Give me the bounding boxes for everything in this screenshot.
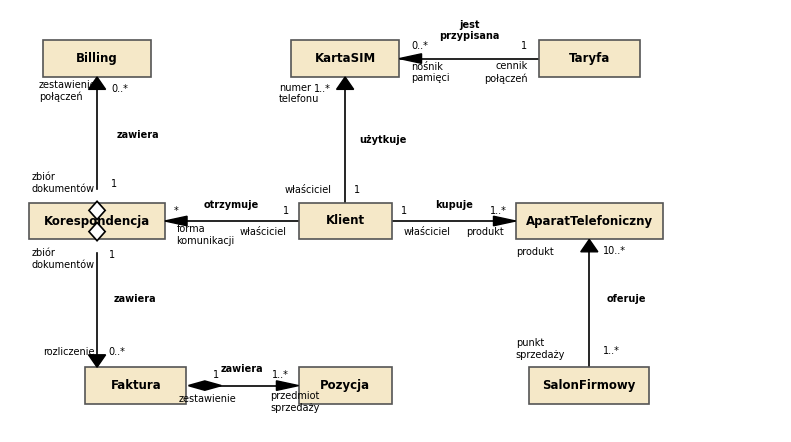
Text: 0..*: 0..* xyxy=(111,84,128,94)
Text: 1..*: 1..* xyxy=(272,370,290,380)
Text: 1: 1 xyxy=(283,206,290,216)
Text: 1: 1 xyxy=(111,179,117,189)
FancyBboxPatch shape xyxy=(43,40,151,77)
Text: zawiera: zawiera xyxy=(221,364,263,374)
Text: zbiór
dokumentów: zbiór dokumentów xyxy=(31,248,94,270)
Text: 10..*: 10..* xyxy=(604,246,626,256)
Polygon shape xyxy=(165,216,187,226)
Polygon shape xyxy=(399,54,422,63)
Polygon shape xyxy=(89,355,106,367)
Polygon shape xyxy=(494,216,516,226)
Polygon shape xyxy=(581,240,598,252)
Polygon shape xyxy=(89,201,105,220)
Text: produkt: produkt xyxy=(516,248,554,257)
FancyBboxPatch shape xyxy=(516,202,663,240)
Text: właściciel: właściciel xyxy=(284,186,331,195)
Text: AparatTelefoniczny: AparatTelefoniczny xyxy=(526,214,653,228)
Text: 1: 1 xyxy=(108,250,115,259)
Text: właściciel: właściciel xyxy=(240,227,287,237)
Text: SalonFirmowy: SalonFirmowy xyxy=(543,379,636,392)
Text: Klient: Klient xyxy=(326,214,365,228)
Polygon shape xyxy=(336,77,354,89)
Text: użytkuje: użytkuje xyxy=(359,135,407,145)
Text: przedmiot
sprzedaży: przedmiot sprzedaży xyxy=(270,391,320,413)
Text: Billing: Billing xyxy=(76,52,118,65)
FancyBboxPatch shape xyxy=(29,202,165,240)
FancyBboxPatch shape xyxy=(291,40,399,77)
Text: 1: 1 xyxy=(401,206,407,216)
Text: punkt
sprzedaży: punkt sprzedaży xyxy=(516,338,565,360)
Text: *: * xyxy=(174,206,179,216)
Text: właściciel: właściciel xyxy=(403,227,450,237)
Text: 0..*: 0..* xyxy=(411,41,428,50)
Text: 0..*: 0..* xyxy=(108,347,126,358)
FancyBboxPatch shape xyxy=(299,367,392,404)
FancyBboxPatch shape xyxy=(539,40,640,77)
FancyBboxPatch shape xyxy=(529,367,649,404)
Text: Taryfa: Taryfa xyxy=(569,52,610,65)
Text: rozliczenie: rozliczenie xyxy=(43,347,94,358)
FancyBboxPatch shape xyxy=(299,202,392,240)
Text: zawiera: zawiera xyxy=(116,130,159,141)
Text: numer
telefonu: numer telefonu xyxy=(279,83,320,104)
Text: 1..*: 1..* xyxy=(314,84,331,94)
Text: 1: 1 xyxy=(214,370,219,380)
Text: zestawienie
połączeń: zestawienie połączeń xyxy=(39,80,97,102)
Text: nośnik
pamięci: nośnik pamięci xyxy=(411,61,449,83)
Text: produkt: produkt xyxy=(466,227,504,237)
Text: 1: 1 xyxy=(354,186,361,195)
Text: 1..*: 1..* xyxy=(604,346,620,356)
Text: zawiera: zawiera xyxy=(114,294,157,304)
Text: Pozycja: Pozycja xyxy=(320,379,370,392)
Text: zbiór
dokumentów: zbiór dokumentów xyxy=(31,172,94,194)
Text: zestawienie: zestawienie xyxy=(179,394,237,404)
Text: cennik
połączeń: cennik połączeń xyxy=(483,61,528,84)
Polygon shape xyxy=(89,77,106,89)
Polygon shape xyxy=(89,222,105,241)
Text: Faktura: Faktura xyxy=(111,379,161,392)
Polygon shape xyxy=(188,381,221,390)
Text: forma
komunikacji: forma komunikacji xyxy=(176,224,235,246)
Text: Korespondencja: Korespondencja xyxy=(44,214,150,228)
Text: otrzymuje: otrzymuje xyxy=(204,199,259,210)
Text: jest
przypisana: jest przypisana xyxy=(439,19,499,41)
Polygon shape xyxy=(276,381,299,390)
Text: KartaSIM: KartaSIM xyxy=(315,52,376,65)
Text: oferuje: oferuje xyxy=(607,294,645,304)
FancyBboxPatch shape xyxy=(85,367,186,404)
Text: 1: 1 xyxy=(521,41,528,50)
Text: kupuje: kupuje xyxy=(435,199,472,210)
Text: 1..*: 1..* xyxy=(490,206,506,216)
